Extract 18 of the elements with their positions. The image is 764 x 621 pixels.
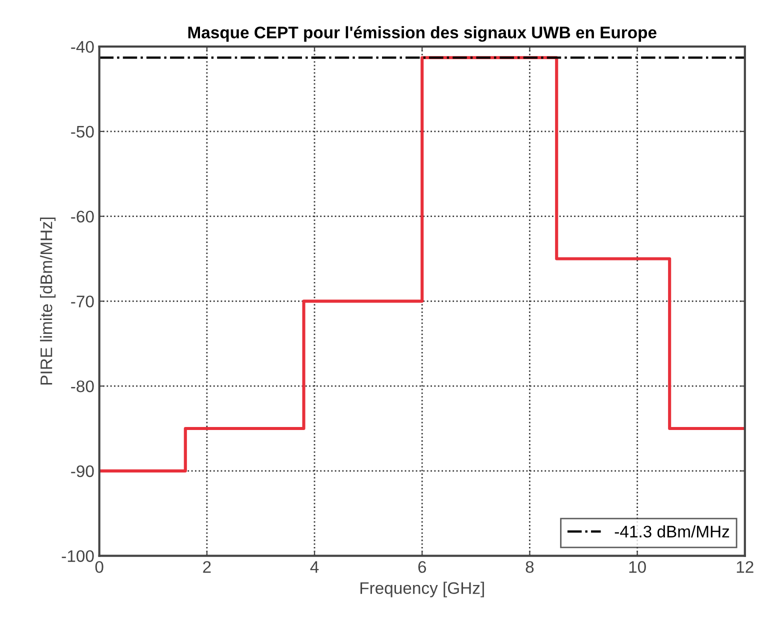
y-axis-title: PIRE limite [dBm/MHz] [40,218,56,385]
chart-title: Masque CEPT pour l'émission des signaux UWB en Europe [188,26,656,42]
y-tick-label: -60 [71,210,94,223]
x-axis-title: Frequency [GHz] [360,582,484,598]
x-tick-label: 10 [629,561,646,573]
x-tick-label: 12 [736,561,754,573]
x-tick-label: 2 [203,561,211,573]
y-tick-label: -50 [71,126,94,138]
y-tick-label: -90 [71,465,94,478]
y-tick-label: -100 [62,550,94,562]
x-tick-label: 0 [95,561,104,573]
y-tick-label: -80 [71,380,94,392]
y-tick-label: -70 [71,296,94,308]
legend-label: -41.3 dBm/MHz [614,525,730,538]
x-tick-label: 4 [310,561,319,573]
x-tick-label: 6 [418,561,426,573]
y-tick-label: -40 [71,40,94,53]
x-tick-label: 8 [526,561,534,573]
